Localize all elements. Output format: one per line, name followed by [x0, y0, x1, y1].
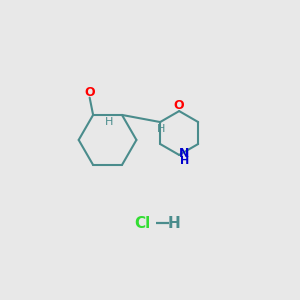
- Text: N: N: [179, 147, 189, 160]
- Text: O: O: [84, 86, 95, 99]
- Text: Cl: Cl: [134, 216, 150, 231]
- Text: H: H: [180, 156, 189, 167]
- Text: H: H: [168, 216, 181, 231]
- Text: O: O: [174, 100, 184, 112]
- Text: H: H: [157, 124, 166, 134]
- Text: H: H: [105, 117, 113, 127]
